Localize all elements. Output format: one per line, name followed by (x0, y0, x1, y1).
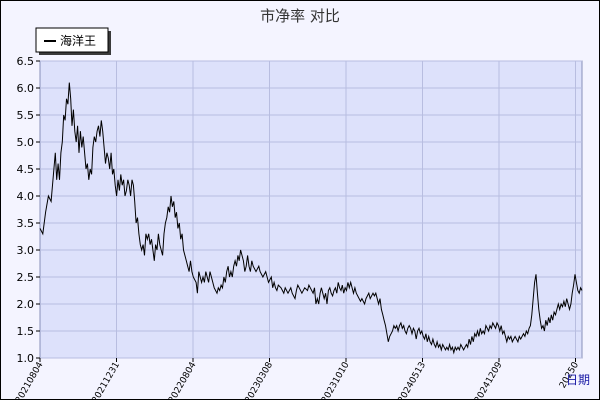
y-tick-label: 3.0 (17, 244, 35, 257)
x-tick-label: 20230308 (244, 360, 276, 400)
x-tick-label: 20241209 (473, 360, 505, 400)
legend: 海洋王 (35, 27, 111, 55)
y-tick-label: 4.0 (17, 190, 35, 203)
plot-area (39, 60, 583, 359)
y-tick-label: 5.0 (17, 136, 35, 149)
y-tick-label: 5.5 (17, 109, 35, 122)
y-axis: 1.0 1.5 2.0 2.5 3.0 3.5 4.0 4.5 5.0 5.5 6.0 6.5 (17, 55, 40, 365)
y-tick-label: 6.0 (17, 82, 35, 95)
y-tick-label: 1.5 (17, 325, 35, 338)
y-tick-label: 1.0 (17, 352, 35, 365)
legend-item-label: 海洋王 (60, 33, 96, 48)
x-tick-label: 20210804 (14, 360, 46, 400)
x-tick-label: 20240513 (397, 361, 429, 400)
y-tick-label: 2.5 (17, 271, 35, 284)
y-tick-label: 4.5 (17, 163, 35, 176)
x-tick-label: 20211231 (91, 361, 123, 400)
series-line-haiyangwang (39, 82, 583, 355)
x-tick-label: 20231010 (320, 360, 352, 400)
x-tick-label: 20220804 (167, 360, 199, 400)
x-axis: 20210804 20211231 20220804 20230308 20231010… (14, 358, 581, 400)
y-tick-label: 6.5 (17, 55, 35, 68)
x-axis-label: 日期 (566, 373, 590, 387)
y-tick-label: 2.0 (17, 298, 35, 311)
chart-title: 市净率 对比 (260, 7, 340, 25)
y-tick-label: 3.5 (17, 217, 35, 230)
grid-lines (40, 60, 582, 359)
